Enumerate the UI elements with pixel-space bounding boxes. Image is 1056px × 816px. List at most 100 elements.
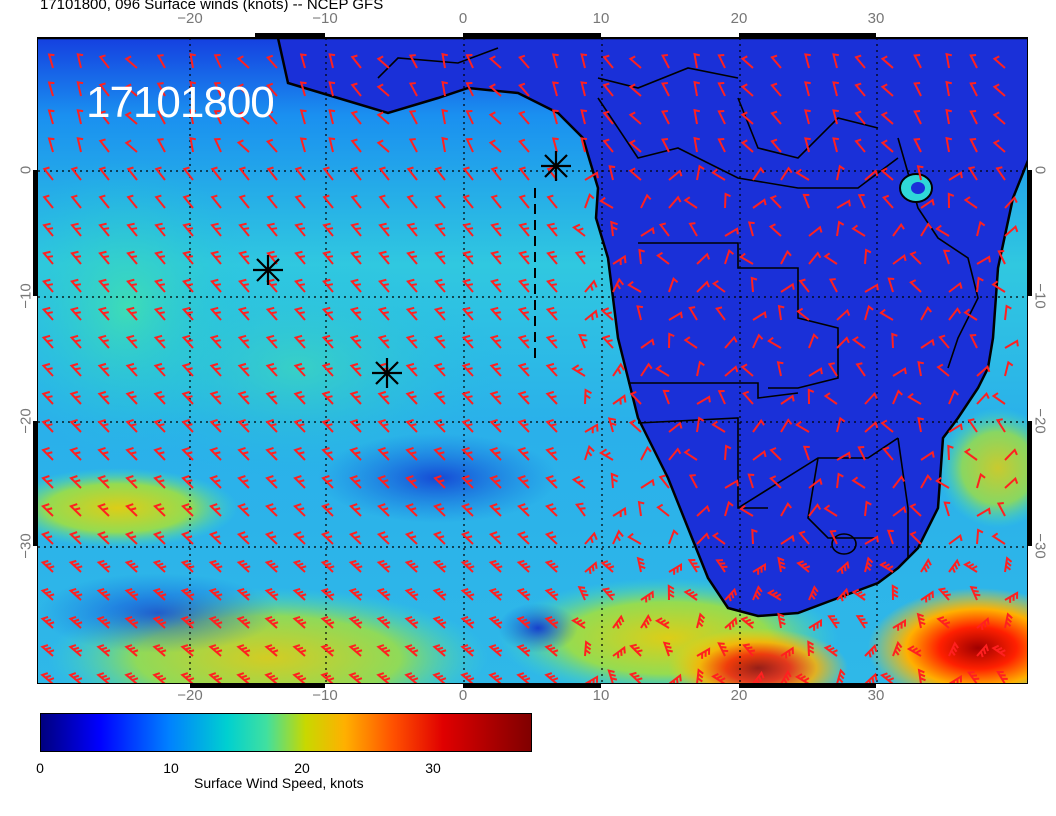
wind-barb <box>892 389 903 405</box>
wind-barb <box>600 560 615 573</box>
wind-barb <box>490 278 502 293</box>
wind-barb <box>433 447 446 461</box>
wind-barb <box>488 531 502 545</box>
wind-barb <box>571 364 586 377</box>
lon-tick-top: 0 <box>458 10 468 27</box>
wind-barb <box>854 54 866 69</box>
wind-barb <box>76 137 84 153</box>
wind-barb <box>441 52 449 69</box>
wind-barb <box>350 250 362 265</box>
wind-barb <box>264 531 278 545</box>
wind-barb <box>766 589 782 601</box>
wind-barb <box>208 531 222 545</box>
wind-barb <box>584 193 595 209</box>
wind-barb <box>715 559 728 573</box>
wind-barb <box>602 54 614 69</box>
wind-barb <box>628 671 643 683</box>
wind-barb <box>571 475 586 489</box>
wind-barb <box>780 502 793 517</box>
wind-barb <box>937 587 951 601</box>
wind-barb <box>41 475 54 489</box>
wind-barb <box>348 559 363 573</box>
wind-field-blue <box>38 573 278 653</box>
wind-barb <box>489 362 502 377</box>
wind-barb <box>236 587 251 601</box>
wind-barb <box>181 334 194 349</box>
wind-barb <box>124 616 139 629</box>
wind-barb <box>489 475 502 489</box>
wind-barb <box>377 447 390 461</box>
wind-barb <box>948 389 959 405</box>
enclave-border <box>831 533 857 555</box>
wind-barb <box>546 166 558 181</box>
wind-barb <box>696 164 705 181</box>
wind-barb <box>517 390 530 405</box>
wind-barb <box>696 360 705 377</box>
lat-tick-right: −10 <box>1031 283 1049 309</box>
wind-barb <box>696 612 706 629</box>
wind-barb <box>517 418 530 433</box>
wind-barb <box>628 111 642 125</box>
wind-barb <box>920 557 932 573</box>
wind-barb <box>490 250 502 265</box>
wind-barb <box>881 194 894 209</box>
wind-barb <box>780 534 795 545</box>
wind-barb <box>69 362 82 377</box>
wind-barb <box>320 616 335 629</box>
wind-barb <box>601 587 615 601</box>
wind-barb <box>969 54 978 69</box>
wind-barb <box>156 82 166 97</box>
asterisk-marker <box>541 151 571 181</box>
wind-barb <box>717 54 726 69</box>
wind-barb <box>348 616 363 629</box>
wind-barb <box>935 224 950 237</box>
wind-barb <box>920 222 933 237</box>
wind-barb <box>752 198 767 209</box>
wind-barb <box>836 472 844 489</box>
wind-barb <box>696 647 711 659</box>
wind-barb <box>153 306 166 321</box>
wind-barb <box>804 53 811 69</box>
wind-barb <box>208 672 223 683</box>
wind-barb <box>864 391 878 405</box>
wind-barb <box>433 390 446 405</box>
wind-barb <box>864 421 879 433</box>
wind-barb <box>688 222 698 237</box>
wind-barb <box>349 334 362 349</box>
wind-barb <box>406 250 418 265</box>
wind-barb <box>349 390 362 405</box>
wind-barb <box>668 563 683 575</box>
wind-barb <box>98 138 110 153</box>
wind-barb <box>264 587 279 601</box>
wind-field-blue <box>498 603 578 653</box>
wind-barb <box>584 640 592 657</box>
wind-map[interactable]: 17101800 <box>37 37 1028 684</box>
wind-barb <box>880 111 894 125</box>
wind-barb <box>1004 448 1018 461</box>
wind-barb <box>832 81 839 97</box>
wind-barb <box>68 644 83 657</box>
wind-barb <box>969 334 978 349</box>
wind-barb <box>125 306 138 321</box>
wind-barb <box>518 138 530 153</box>
wind-barb <box>967 418 978 433</box>
wind-barb <box>124 587 139 601</box>
wind-barb <box>976 255 991 265</box>
wind-barb <box>182 194 194 209</box>
wind-barb <box>991 644 1006 657</box>
wind-barb <box>1004 225 1019 237</box>
wind-barb <box>516 559 531 573</box>
wind-barb <box>181 503 194 517</box>
wind-barb <box>935 476 950 489</box>
wind-barb <box>991 532 1006 545</box>
wind-barb <box>668 421 683 433</box>
wind-barb <box>376 83 390 97</box>
wind-barb <box>460 559 475 573</box>
wind-barb <box>237 362 250 377</box>
wind-barb <box>126 194 138 209</box>
wind-barb <box>584 561 598 575</box>
wind-barb <box>433 503 446 517</box>
wind-barb <box>181 362 194 377</box>
wind-barb <box>180 616 195 629</box>
wind-barb <box>460 616 475 629</box>
